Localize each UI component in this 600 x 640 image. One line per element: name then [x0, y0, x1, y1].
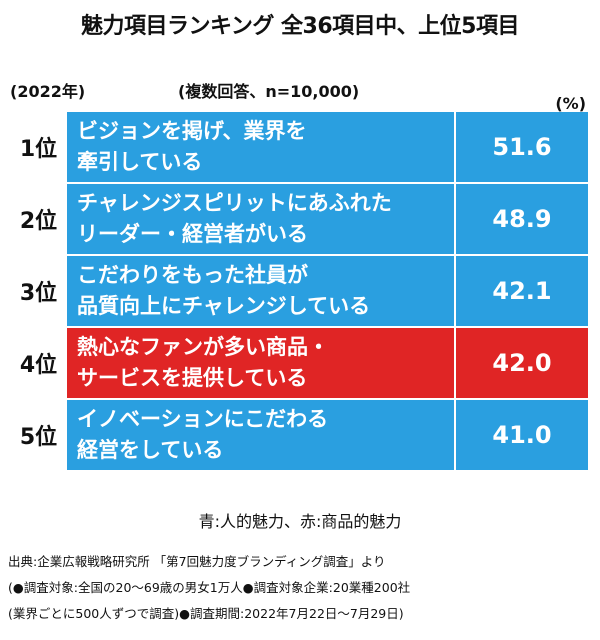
item-label: ビジョンを掲げ、業界を 牽引している [77, 119, 307, 174]
item-value: 51.6 [456, 112, 588, 182]
color-legend: 青:人的魅力、赤:商品的魅力 [198, 512, 402, 531]
item-label-cell: ビジョンを掲げ、業界を 牽引している [67, 112, 454, 182]
source-line: (●調査対象:全国の20〜69歳の男女1万人●調査対象企業:20業種200社 [8, 580, 411, 595]
item-label-cell: チャレンジスピリットにあふれた リーダー・経営者がいる [67, 184, 454, 254]
ranking-row: 1位 ビジョンを掲げ、業界を 牽引している 51.6 [10, 112, 588, 182]
sample-note: (複数回答、n=10,000) [178, 82, 360, 101]
item-label-cell: イノベーションにこだわる 経営をしている [67, 400, 454, 470]
source-note: 出典:企業広報戦略研究所 「第7回魅力度ブランディング調査」より (●調査対象:… [8, 549, 596, 627]
item-label: チャレンジスピリットにあふれた リーダー・経営者がいる [77, 191, 392, 246]
rank-label: 3位 [19, 281, 58, 306]
rank-label: 1位 [19, 137, 58, 162]
unit-label: (%) [555, 94, 586, 113]
rank-label: 5位 [19, 425, 58, 450]
item-value: 48.9 [456, 184, 588, 254]
page-title: 魅力項目ランキング 全36項目中、上位5項目 [81, 14, 519, 39]
item-value: 42.0 [456, 328, 588, 398]
item-value: 42.1 [456, 256, 588, 326]
ranking-row: 5位 イノベーションにこだわる 経営をしている 41.0 [10, 400, 588, 470]
rank-label: 4位 [19, 353, 58, 378]
survey-year: (2022年) [10, 82, 86, 101]
ranking-table: 1位 ビジョンを掲げ、業界を 牽引している 51.6 2位 チャレンジスピリットにあふれ… [10, 112, 588, 472]
source-line: (業界ごとに500人ずつで調査)●調査期間:2022年7月22日〜7月29日) [8, 606, 404, 621]
item-label: こだわりをもった社員が 品質向上にチャレンジしている [77, 263, 371, 318]
ranking-row: 4位 熱心なファンが多い商品・ サービスを提供している 42.0 [10, 328, 588, 398]
item-label: イノベーションにこだわる 経営をしている [77, 407, 329, 462]
item-label-cell: 熱心なファンが多い商品・ サービスを提供している [67, 328, 454, 398]
rank-label: 2位 [19, 209, 58, 234]
item-label: 熱心なファンが多い商品・ サービスを提供している [77, 335, 329, 390]
source-line: 出典:企業広報戦略研究所 「第7回魅力度ブランディング調査」より [8, 554, 386, 569]
item-value: 41.0 [456, 400, 588, 470]
item-label-cell: こだわりをもった社員が 品質向上にチャレンジしている [67, 256, 454, 326]
ranking-row: 2位 チャレンジスピリットにあふれた リーダー・経営者がいる 48.9 [10, 184, 588, 254]
ranking-row: 3位 こだわりをもった社員が 品質向上にチャレンジしている 42.1 [10, 256, 588, 326]
